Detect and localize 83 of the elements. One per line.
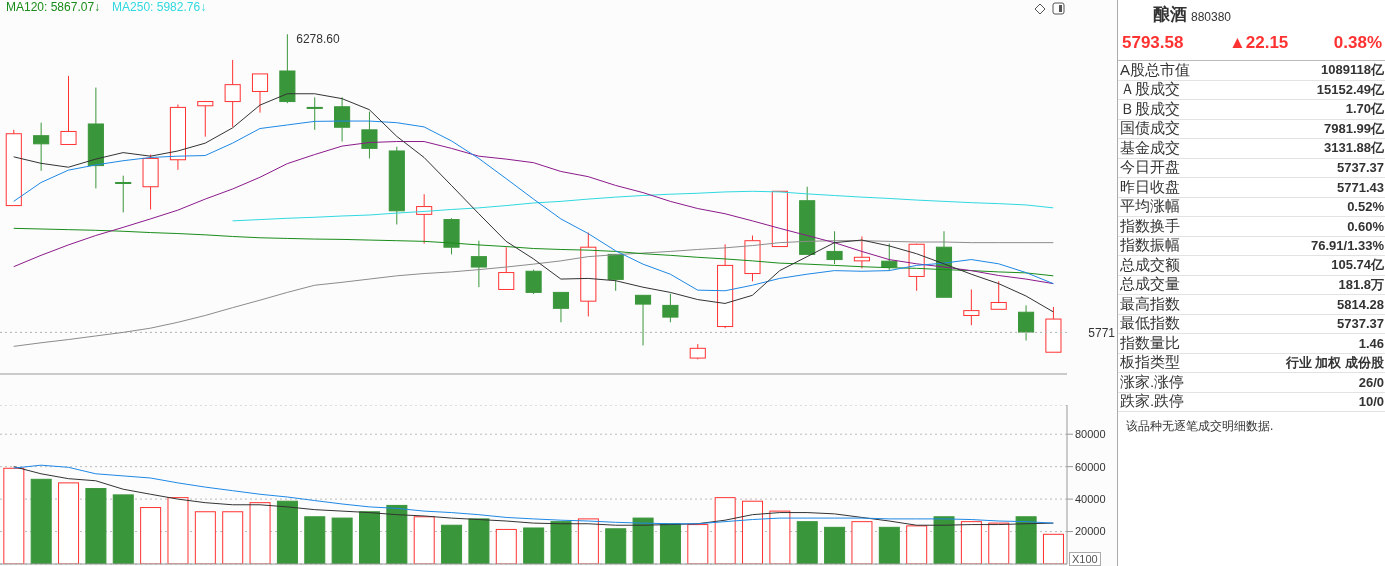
- text: MA250: 5982.76↓: [112, 0, 207, 14]
- text: 行业 加权 成份股: [1285, 354, 1384, 370]
- text: 5737.37: [1337, 316, 1384, 332]
- bar: [605, 528, 627, 564]
- category-label: 国债成交: [1120, 119, 1180, 139]
- bar: [276, 500, 298, 564]
- bar: [796, 521, 818, 564]
- category-label: Ａ股成交: [1120, 80, 1180, 100]
- candlestick: [306, 96, 323, 131]
- text: 880380: [1191, 10, 1232, 26]
- text: 5793.58: [1122, 33, 1184, 53]
- annotation: 6278.60: [296, 31, 340, 46]
- category-label: 最高指数: [1120, 294, 1180, 314]
- category-label: 最低指数: [1120, 314, 1180, 334]
- bar: [304, 516, 326, 564]
- text: 26/0: [1358, 374, 1384, 390]
- text: 5814.28: [1337, 296, 1384, 312]
- bar: [386, 504, 408, 564]
- category-label: 板指类型: [1120, 353, 1180, 373]
- candlestick: [33, 122, 50, 172]
- text: 5771: [1088, 325, 1116, 340]
- bar: [359, 511, 380, 564]
- candlestick: [169, 103, 186, 171]
- text: 76.91/1.33%: [1310, 238, 1384, 254]
- bar: [523, 527, 545, 564]
- category-label: 跌家.跌停: [1120, 392, 1185, 412]
- candlestick: [87, 87, 104, 189]
- candlestick: [853, 235, 870, 269]
- y-tick-label: 40000: [1075, 493, 1106, 506]
- y-tick-label: 20000: [1075, 525, 1106, 538]
- bar: [550, 521, 572, 564]
- bar: [85, 488, 107, 564]
- category-label: 总成交量: [1120, 275, 1180, 295]
- category-label: A股总市值: [1120, 60, 1191, 80]
- text: 3131.88亿: [1324, 140, 1384, 156]
- bar: [112, 494, 134, 564]
- text: 10/0: [1358, 394, 1384, 410]
- candlestick: [224, 59, 241, 128]
- bar: [824, 526, 846, 564]
- y-tick-label: 60000: [1075, 460, 1106, 473]
- bar: [659, 523, 681, 564]
- text: 5771.43: [1337, 179, 1384, 195]
- candlestick: [470, 240, 487, 288]
- category-label: Ｂ股成交: [1120, 99, 1180, 119]
- text: ▲22.15: [1228, 33, 1289, 53]
- text: 0.38%: [1333, 33, 1382, 53]
- bar: [30, 478, 52, 564]
- candlestick: [1018, 304, 1035, 342]
- category-label: 平均涨幅: [1120, 197, 1180, 217]
- text: 15152.49亿: [1316, 81, 1384, 97]
- bar: [878, 526, 900, 564]
- category-label: 今日开盘: [1120, 158, 1180, 178]
- text: 1.46: [1358, 335, 1384, 351]
- category-label: 昨日收盘: [1120, 177, 1180, 197]
- text: 5737.37: [1337, 160, 1384, 176]
- text: 7981.99亿: [1324, 120, 1384, 136]
- bar: [331, 517, 353, 564]
- category-label: 指数振幅: [1120, 236, 1180, 256]
- candlestick: [963, 288, 980, 326]
- text: 酿酒: [1153, 4, 1187, 26]
- candlestick: [717, 243, 734, 329]
- text: 0.52%: [1347, 199, 1384, 215]
- text: 1.70亿: [1345, 101, 1384, 117]
- text: 0.60%: [1347, 218, 1384, 234]
- category-label: 总成交额: [1120, 255, 1180, 275]
- text: 该品种无逐笔成交明细数据.: [1125, 418, 1275, 435]
- bar: [468, 518, 490, 564]
- category-label: 基金成交: [1120, 138, 1180, 158]
- text: 1089118亿: [1321, 62, 1384, 78]
- y-tick-label: 80000: [1075, 428, 1106, 441]
- bar: [632, 517, 654, 564]
- category-label: 指数换手: [1120, 216, 1180, 236]
- bar: [933, 516, 955, 564]
- category-label: 涨家.涨停: [1120, 372, 1185, 392]
- text: MA120: 5867.07↓: [6, 0, 101, 14]
- category-label: 指数量比: [1120, 333, 1180, 353]
- text: 181.8万: [1338, 276, 1384, 292]
- text: 105.74亿: [1331, 257, 1384, 273]
- text: X100: [1069, 552, 1101, 566]
- candlestick: [334, 96, 351, 143]
- bar: [441, 524, 463, 564]
- candlestick: [361, 111, 378, 159]
- bar: [1015, 516, 1037, 564]
